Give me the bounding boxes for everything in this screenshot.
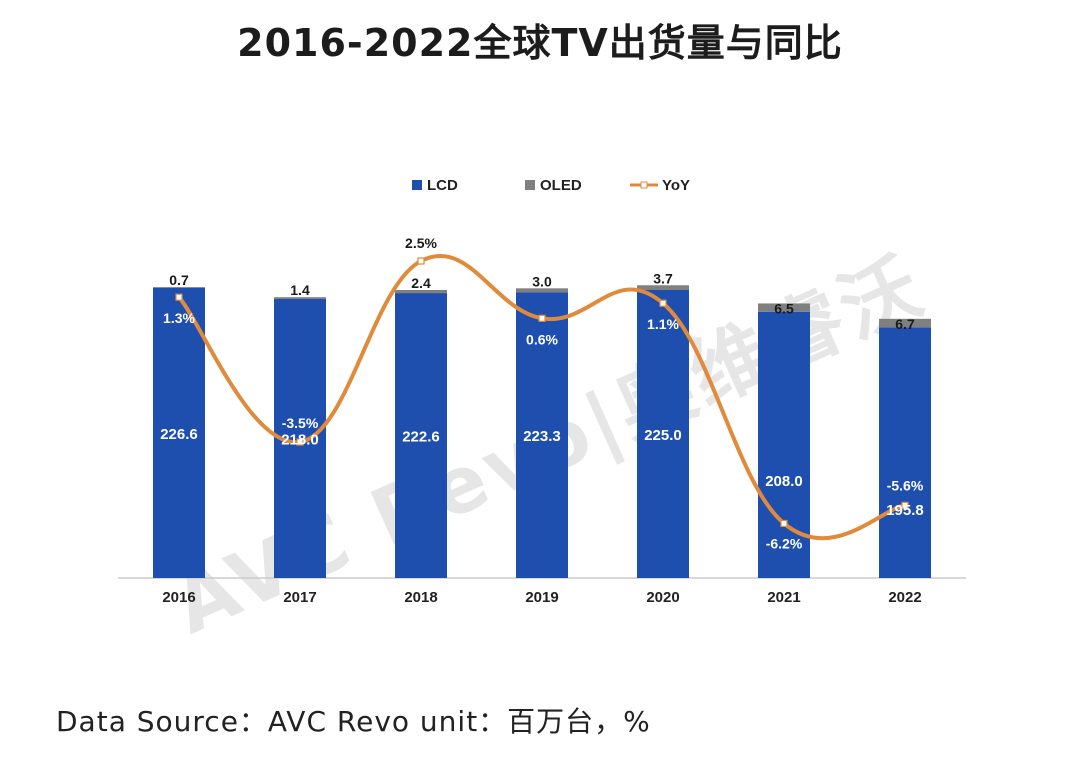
chart-title: 2016-2022全球TV出货量与同比: [237, 21, 843, 65]
oled-bar: [879, 318, 931, 328]
yoy-point: [296, 438, 304, 446]
data-source-note: Data Source：AVC Revo unit：百万台，%: [56, 705, 651, 738]
oled-bar: [758, 303, 810, 312]
lcd-value-label: 195.8: [886, 502, 924, 519]
lcd-value-label: 223.3: [523, 428, 561, 445]
oled-bar: [395, 290, 447, 294]
yoy-point: [538, 314, 546, 322]
legend-yoy-marker: [640, 181, 648, 189]
legend-lcd-label: LCD: [427, 177, 458, 194]
yoy-value-label: -3.5%: [282, 415, 319, 431]
lcd-bar: [637, 290, 689, 578]
lcd-value-label: 222.6: [402, 429, 440, 446]
yoy-point: [901, 501, 909, 509]
oled-value-label: 6.5: [774, 301, 794, 317]
x-tick-label: 2022: [888, 589, 921, 606]
lcd-value-label: 226.6: [160, 426, 198, 443]
x-tick-label: 2019: [525, 589, 558, 606]
lcd-value-label: 225.0: [644, 427, 682, 444]
yoy-point: [417, 257, 425, 265]
x-tick-label: 2018: [404, 589, 437, 606]
oled-value-label: 6.7: [895, 316, 915, 332]
yoy-value-label: -5.6%: [887, 477, 924, 493]
oled-value-label: 2.4: [411, 275, 431, 291]
oled-value-label: 0.7: [169, 272, 189, 288]
legend-lcd-swatch: [412, 180, 422, 190]
x-tick-label: 2016: [162, 589, 195, 606]
yoy-point: [780, 519, 788, 528]
oled-value-label: 3.7: [653, 270, 673, 286]
lcd-bar: [153, 287, 205, 578]
yoy-value-label: 1.3%: [163, 310, 195, 326]
x-tick-label: 2021: [767, 589, 800, 606]
legend-oled-label: OLED: [540, 177, 582, 194]
yoy-point: [659, 299, 667, 307]
oled-bar: [153, 287, 205, 288]
oled-value-label: 1.4: [290, 282, 310, 298]
oled-bar: [274, 297, 326, 299]
yoy-value-label: 2.5%: [405, 235, 437, 251]
yoy-value-label: 0.6%: [526, 331, 558, 347]
yoy-value-label: 1.1%: [647, 316, 679, 332]
x-tick-label: 2017: [283, 589, 316, 606]
lcd-bar: [395, 293, 447, 578]
oled-bar: [637, 285, 689, 290]
yoy-value-label: -6.2%: [766, 535, 803, 551]
lcd-value-label: 218.0: [281, 431, 319, 448]
legend-yoy-label: YoY: [662, 177, 690, 194]
yoy-point: [175, 293, 183, 301]
x-tick-label: 2020: [646, 589, 679, 606]
legend-oled-swatch: [525, 180, 535, 190]
oled-value-label: 3.0: [532, 273, 552, 289]
lcd-bar: [516, 292, 568, 578]
lcd-value-label: 208.0: [765, 473, 803, 490]
oled-bar: [516, 288, 568, 293]
lcd-bar: [879, 327, 931, 578]
